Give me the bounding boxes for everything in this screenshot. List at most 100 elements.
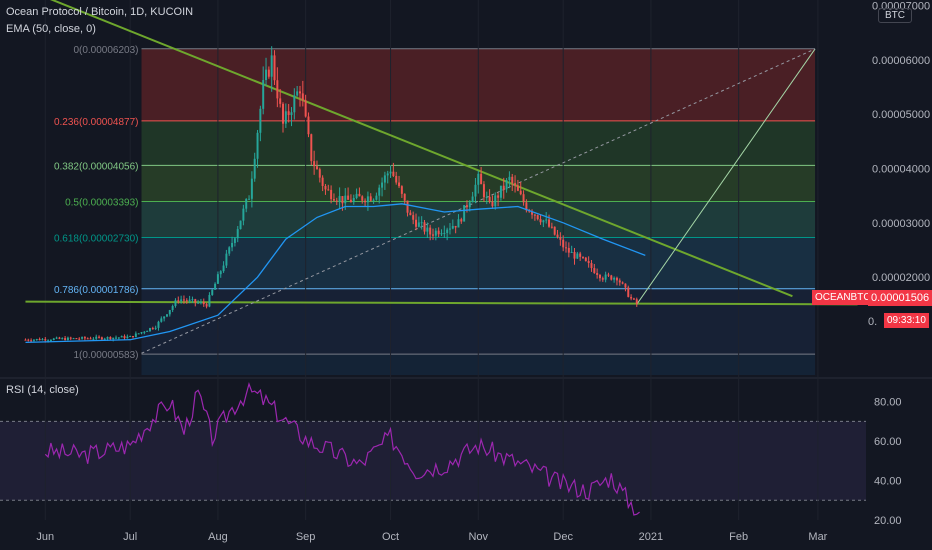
candle-body (432, 234, 434, 236)
candle-body (344, 195, 347, 204)
rsi-path (44, 382, 640, 516)
price-axis[interactable]: 0.00007000 0.00006000 0.00005000 0.00004000… (872, 0, 930, 527)
candle-body (49, 339, 52, 341)
candle-body (497, 195, 500, 198)
candle-body (381, 182, 384, 188)
ema-line (25, 203, 646, 344)
candle-body (273, 55, 276, 81)
candle-body (463, 205, 466, 222)
candle-body (423, 222, 426, 232)
candle-body (310, 134, 313, 162)
candle-body (587, 260, 590, 264)
candle-body (69, 337, 72, 339)
candle-body (454, 226, 457, 228)
candle-body (590, 263, 593, 269)
candle-body (446, 229, 449, 233)
fib-level-label-4: 0.618(0.00002730) (54, 234, 139, 245)
fib-level-label-0: 0(0.00006203) (73, 45, 138, 56)
candle-body (364, 200, 367, 203)
candle-body (335, 200, 338, 202)
candle-body (598, 275, 601, 279)
candle-body (519, 190, 522, 195)
currency-button[interactable]: BTC (878, 8, 912, 23)
candle-body (372, 199, 375, 201)
candle-body (559, 237, 562, 240)
candle-body (607, 274, 610, 276)
candle-body (282, 103, 284, 124)
candles (24, 46, 638, 343)
candle-body (146, 330, 149, 332)
trendline-projection (636, 48, 816, 305)
rsi-indicator-label[interactable]: RSI (14, close) (6, 384, 79, 396)
candle-body (321, 177, 324, 187)
candle-body (511, 176, 514, 184)
candle-body (149, 328, 151, 331)
candle-body (392, 171, 395, 176)
candle-body (412, 215, 415, 220)
candle-body (482, 184, 485, 198)
candle-body (225, 253, 228, 266)
candle-body (242, 208, 245, 221)
fib-level-label-2: 0.382(0.00004056) (54, 161, 139, 172)
candle-body (129, 335, 132, 337)
candle-body (613, 277, 616, 280)
rsi-band-fill (0, 421, 866, 501)
candle-body (567, 247, 570, 253)
candle-body (109, 337, 112, 340)
candle-body (556, 234, 559, 238)
candle-body (117, 337, 120, 339)
x-tick-label: Mar (808, 531, 827, 543)
ema-indicator-label[interactable]: EMA (50, close, 0) (6, 23, 96, 35)
candle-body (480, 173, 483, 185)
candle-body (165, 314, 168, 317)
candle-body (443, 232, 446, 234)
trendline-descending (49, 0, 793, 298)
candle-body (92, 338, 95, 340)
candle-body (562, 239, 565, 248)
candle-body (349, 199, 352, 203)
candle-body (32, 339, 35, 341)
candle-body (185, 300, 188, 302)
candle-body (477, 173, 480, 185)
candle-body (621, 282, 624, 284)
candle-body (177, 300, 180, 302)
candle-body (245, 199, 248, 209)
candle-body (624, 283, 627, 288)
candle-body (287, 111, 290, 116)
candle-body (358, 193, 361, 197)
candle-body (516, 185, 519, 191)
candle-body (579, 253, 582, 257)
candle-body (514, 183, 517, 186)
candle-body (491, 201, 494, 207)
candle-body (409, 212, 412, 216)
candle-body (383, 175, 386, 183)
candle-body (601, 278, 604, 280)
candle-body (293, 95, 296, 113)
rsi-tick-label: 60.00 (874, 436, 902, 448)
candle-body (103, 338, 106, 340)
candle-body (429, 227, 432, 235)
candle-body (531, 211, 534, 215)
candle-body (163, 316, 166, 319)
y-tick-label: 0.00003000 (872, 218, 930, 230)
rsi-pane (0, 377, 932, 501)
candle-body (451, 226, 454, 229)
candle-body (539, 219, 542, 223)
candle-body (41, 339, 44, 341)
candle-body (132, 335, 135, 338)
rsi-tick-label: 80.00 (874, 397, 902, 409)
candle-body (593, 268, 596, 273)
fib-level-label-6: 1(0.00000583) (73, 350, 138, 361)
candle-body (211, 289, 214, 295)
candle-body (347, 195, 350, 200)
candle-body (403, 193, 406, 201)
candle-body (465, 205, 468, 208)
drawings (25, 0, 858, 354)
y-tick-label: 0.00007000 (872, 0, 930, 12)
candle-body (270, 55, 273, 77)
x-tick-label: Nov (468, 531, 488, 543)
candle-body (630, 296, 633, 299)
candle-body (525, 202, 528, 211)
time-axis[interactable]: Jun Jul Aug Sep Oct Nov Dec 2021 Feb Mar (36, 0, 828, 543)
